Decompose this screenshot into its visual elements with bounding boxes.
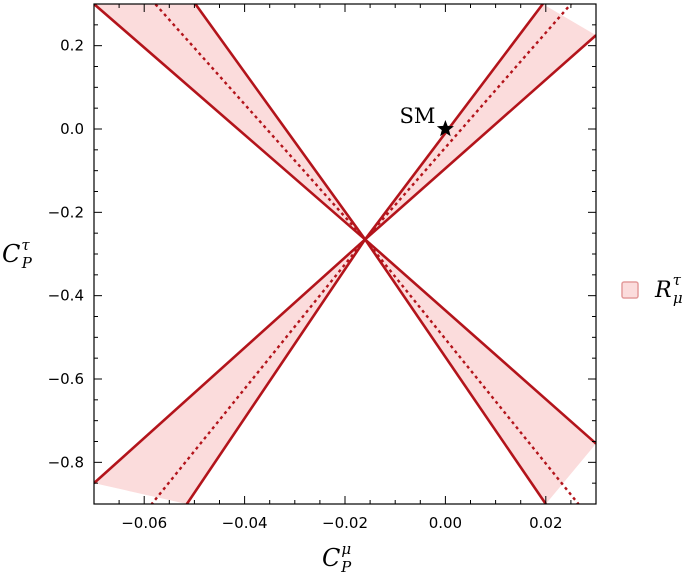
y-tick-label: 0.0 [60,120,84,138]
x-tick-label: −0.04 [222,514,268,532]
y-tick-label: 0.2 [60,37,84,55]
y-tick-label: −0.8 [48,453,84,471]
band-lower-left-central-line [150,238,367,504]
band-lower-left [94,239,366,504]
band-upper-right-lower-edge [364,34,596,241]
x-tick-label: 0.02 [529,514,562,532]
bands-layer [94,4,596,504]
y-tick-label: −0.6 [48,370,84,388]
band-lower-right-central-line [364,238,580,504]
band-upper-right-upper-edge [364,4,544,241]
legend: Rτ μ [621,271,683,307]
band-upper-right-central-line [364,4,572,241]
x-tick-label: −0.02 [322,514,368,532]
ticks-layer [93,3,597,505]
band-upper-right [365,4,596,240]
x-axis-title: Cμ P [322,540,352,576]
band-lower-left-lower-edge [185,238,367,504]
legend-label: Rτ μ [654,271,683,307]
sm-star-marker [436,120,454,137]
tick-labels-layer: −0.06 −0.04 −0.02 0.00 0.02 0.2 0.0 −0.2 −0.4 −0.… [48,37,563,532]
band-upper-left-lower-edge [94,4,366,241]
y-tick-label: −0.4 [48,287,84,305]
y-tick-label: −0.2 [48,203,84,221]
band-lower-left-upper-edge [94,238,366,485]
band-lower-right-lower-edge [364,238,547,504]
sm-label: SM [400,104,436,128]
band-lower-right [365,239,596,504]
band-upper-left-upper-edge [194,4,367,241]
band-upper-left-central-line [154,4,366,241]
x-tick-label: 0.00 [429,514,462,532]
x-tick-label: −0.06 [121,514,167,532]
band-lower-right-upper-edge [364,238,596,445]
annotation-layer: SM [400,104,454,137]
y-axis-title: Cτ P [2,236,33,272]
legend-swatch [621,281,639,299]
